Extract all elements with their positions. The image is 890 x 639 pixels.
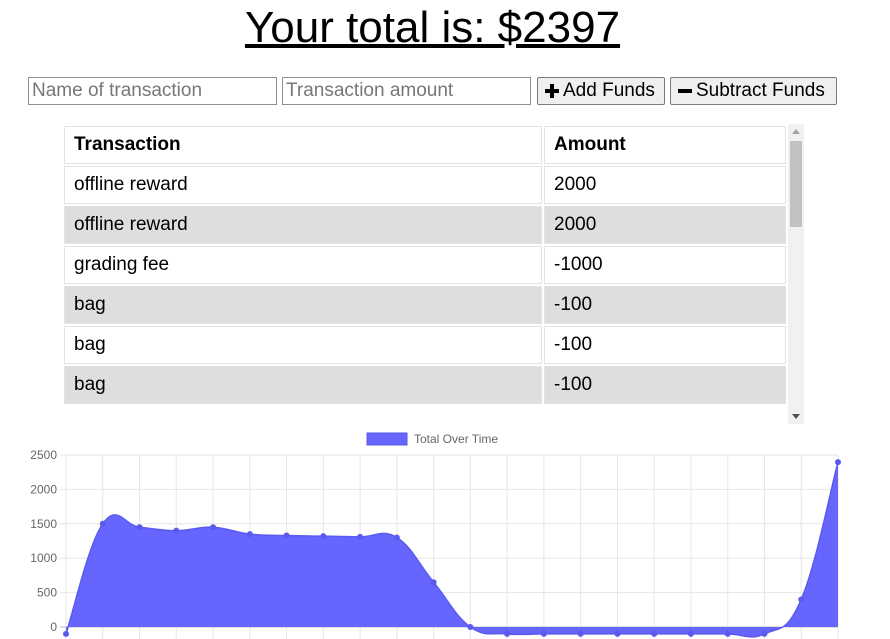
subtract-funds-label: Subtract Funds xyxy=(696,80,825,101)
total-heading-text: Your total is: $2397 xyxy=(244,3,621,52)
data-point xyxy=(540,630,547,637)
total-over-time-chart: 0 500 1000 1500 2000 2500 Total Over Time xyxy=(0,426,890,639)
table-header-row: Transaction Amount xyxy=(64,126,786,164)
transaction-name-cell: offline reward xyxy=(64,206,542,244)
legend-swatch xyxy=(366,432,408,446)
data-point xyxy=(724,630,731,637)
subtract-funds-button[interactable]: Subtract Funds xyxy=(670,77,837,105)
chart-svg: 0 500 1000 1500 2000 2500 Total Over Time xyxy=(30,432,841,639)
data-point xyxy=(687,630,694,637)
transaction-amount-cell: -100 xyxy=(544,366,786,404)
transaction-amount-cell: -1000 xyxy=(544,246,786,284)
data-point xyxy=(614,630,621,637)
transaction-amount-cell: 2000 xyxy=(544,206,786,244)
data-point xyxy=(651,630,658,637)
data-point xyxy=(99,520,106,527)
minus-icon xyxy=(678,89,692,93)
scrollbar-thumb[interactable] xyxy=(790,141,802,227)
data-point xyxy=(761,630,768,637)
data-point xyxy=(173,527,180,534)
add-funds-button[interactable]: Add Funds xyxy=(537,77,665,105)
table-scrollbar[interactable] xyxy=(788,124,804,424)
y-tick-label: 1500 xyxy=(30,517,57,531)
transaction-name-input[interactable] xyxy=(28,77,277,105)
legend-label: Total Over Time xyxy=(414,432,498,446)
add-funds-label: Add Funds xyxy=(563,80,655,101)
data-point xyxy=(504,630,511,637)
table-row: bag -100 xyxy=(64,366,786,404)
data-point xyxy=(430,579,437,586)
column-header-transaction: Transaction xyxy=(64,126,542,164)
total-heading: Your total is: $2397 xyxy=(0,2,865,54)
data-point xyxy=(577,630,584,637)
series-line-total-over-time xyxy=(65,461,839,638)
transactions-table-container: Transaction Amount offline reward 2000 o… xyxy=(62,124,804,424)
table-row: bag -100 xyxy=(64,326,786,364)
data-point xyxy=(63,630,69,637)
scroll-down-arrow-icon[interactable] xyxy=(792,414,800,419)
transaction-name-cell: bag xyxy=(64,286,542,324)
y-tick-label: 500 xyxy=(37,586,57,600)
transaction-amount-cell: -100 xyxy=(544,286,786,324)
transaction-amount-cell: -100 xyxy=(544,326,786,364)
data-point xyxy=(798,596,805,603)
data-point xyxy=(246,531,253,538)
transaction-amount-cell: 2000 xyxy=(544,166,786,204)
data-point xyxy=(283,532,290,539)
data-point xyxy=(835,459,841,466)
y-tick-label: 2500 xyxy=(30,448,57,462)
data-point xyxy=(320,533,327,540)
data-point xyxy=(467,624,474,630)
series-area-total-over-time xyxy=(66,462,838,637)
column-header-amount: Amount xyxy=(544,126,786,164)
transaction-name-cell: bag xyxy=(64,366,542,404)
table-row: offline reward 2000 xyxy=(64,206,786,244)
table-row: offline reward 2000 xyxy=(64,166,786,204)
scroll-up-arrow-icon[interactable] xyxy=(792,129,800,134)
transaction-name-cell: offline reward xyxy=(64,166,542,204)
transaction-name-cell: grading fee xyxy=(64,246,542,284)
data-point xyxy=(393,534,400,541)
transactions-table: Transaction Amount offline reward 2000 o… xyxy=(62,124,788,406)
data-point xyxy=(357,533,364,540)
data-point xyxy=(136,524,143,531)
y-tick-label: 0 xyxy=(50,620,57,634)
y-tick-label: 1000 xyxy=(30,551,57,565)
plus-icon xyxy=(545,84,559,98)
table-row: grading fee -1000 xyxy=(64,246,786,284)
transaction-name-cell: bag xyxy=(64,326,542,364)
table-row: bag -100 xyxy=(64,286,786,324)
data-point xyxy=(210,524,217,531)
y-tick-label: 2000 xyxy=(30,482,57,496)
transaction-amount-input[interactable] xyxy=(282,77,531,105)
